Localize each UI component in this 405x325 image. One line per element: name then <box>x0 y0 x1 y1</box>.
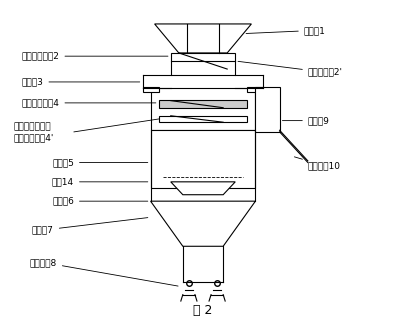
Text: 图 2: 图 2 <box>193 304 212 317</box>
Text: 称量拉杆10: 称量拉杆10 <box>294 157 340 170</box>
Bar <box>158 116 247 122</box>
Bar <box>247 87 263 92</box>
Bar <box>158 100 247 108</box>
Text: 机壳14: 机壳14 <box>52 177 147 186</box>
Text: 供料槽3: 供料槽3 <box>21 77 139 86</box>
Text: 卸料门6: 卸料门6 <box>52 197 147 206</box>
Text: 传感器9: 传感器9 <box>282 116 329 125</box>
Polygon shape <box>150 201 255 246</box>
Text: 供料控制料门4: 供料控制料门4 <box>21 98 156 107</box>
Text: 卸料槽7: 卸料槽7 <box>32 218 147 235</box>
Bar <box>255 87 279 132</box>
Text: 夹袋装置8: 夹袋装置8 <box>30 258 178 286</box>
Text: 称量斗5: 称量斗5 <box>52 158 147 167</box>
Bar <box>142 87 158 92</box>
Bar <box>150 130 255 188</box>
Text: 可调供料门2': 可调供料门2' <box>237 61 342 77</box>
Polygon shape <box>171 182 234 195</box>
Text: 称量斗1: 称量斗1 <box>245 26 325 35</box>
Text: 第二级供料门2: 第二级供料门2 <box>21 52 168 61</box>
Bar <box>150 88 255 130</box>
Text: 微量供料门（第
三级供料门）4': 微量供料门（第 三级供料门）4' <box>13 122 54 142</box>
Bar <box>171 53 234 75</box>
Polygon shape <box>154 24 251 53</box>
